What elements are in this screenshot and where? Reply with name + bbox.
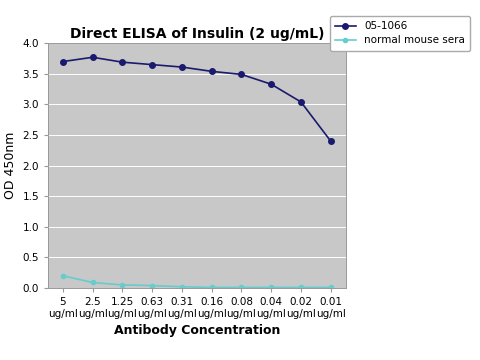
normal mouse sera (90, 280, 96, 285)
Line: 05-1066: 05-1066 (60, 54, 334, 144)
05-1066 (239, 72, 244, 77)
05-1066 (60, 59, 66, 64)
05-1066 (90, 55, 96, 59)
normal mouse sera (179, 285, 185, 289)
Line: normal mouse sera: normal mouse sera (61, 274, 333, 289)
normal mouse sera (328, 285, 334, 289)
05-1066 (268, 82, 274, 86)
Title: Direct ELISA of Insulin (2 ug/mL): Direct ELISA of Insulin (2 ug/mL) (70, 27, 324, 41)
Legend: 05-1066, normal mouse sera: 05-1066, normal mouse sera (330, 16, 470, 51)
normal mouse sera (268, 285, 274, 289)
Y-axis label: OD 450nm: OD 450nm (4, 132, 17, 199)
05-1066 (328, 139, 334, 143)
05-1066 (120, 60, 125, 64)
normal mouse sera (120, 283, 125, 287)
X-axis label: Antibody Concentration: Antibody Concentration (114, 324, 280, 337)
05-1066 (298, 100, 304, 104)
normal mouse sera (60, 274, 66, 278)
normal mouse sera (149, 283, 155, 288)
05-1066 (179, 65, 185, 69)
normal mouse sera (298, 285, 304, 289)
normal mouse sera (209, 285, 215, 289)
normal mouse sera (239, 285, 244, 289)
05-1066 (149, 63, 155, 67)
05-1066 (209, 69, 215, 73)
